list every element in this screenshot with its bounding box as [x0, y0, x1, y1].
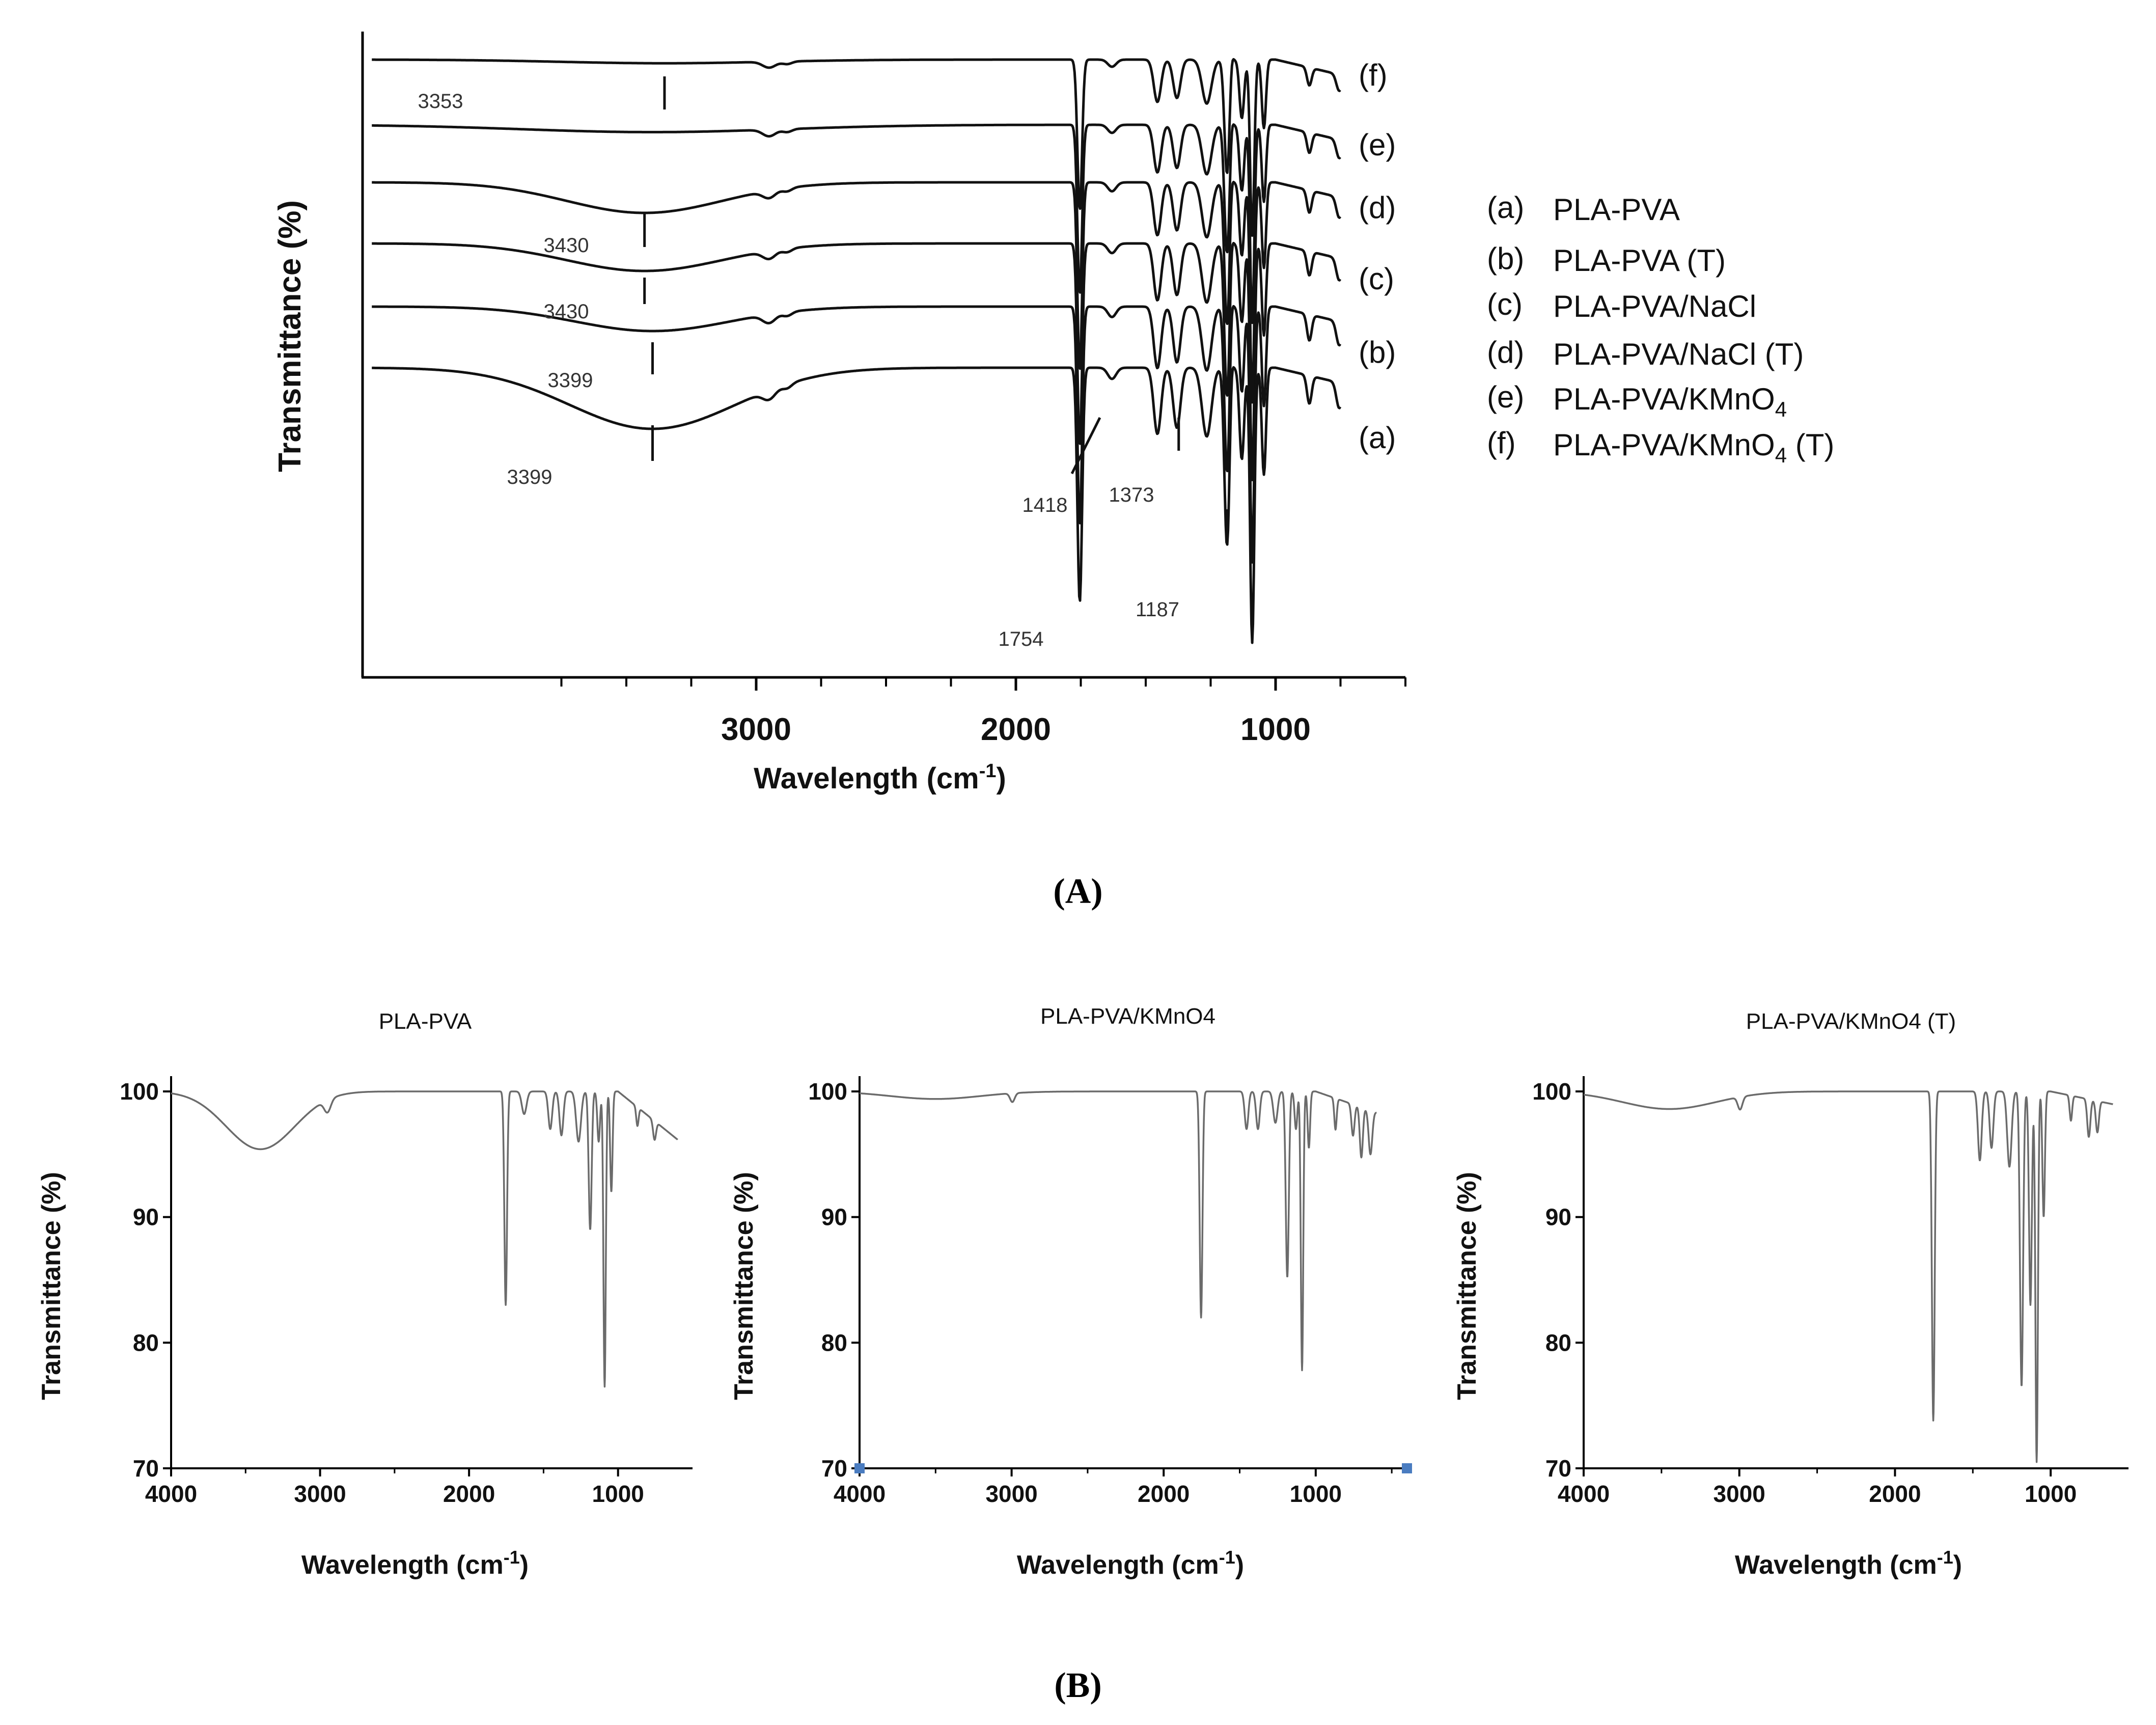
peak-label: 1187	[1136, 598, 1179, 621]
svg-text:PLA-PVA/KMnO4 (T): PLA-PVA/KMnO4 (T)	[1553, 428, 1834, 467]
spectrum-line-a	[371, 366, 1342, 644]
svg-text:PLA-PVA/KMnO4: PLA-PVA/KMnO4	[1553, 382, 1787, 421]
legend-entry-c: (c) PLA-PVA/NaCl	[1487, 287, 1756, 323]
y-axis-label: Transmittance (%)	[729, 1172, 759, 1400]
x-tick-label: 1000	[592, 1481, 644, 1507]
chart-title: PLA-PVA/KMnO4	[1040, 1004, 1215, 1029]
x-tick-label: 2000	[1869, 1481, 1921, 1507]
spectrum-line-d	[371, 180, 1342, 404]
spectrum-line-f	[371, 58, 1341, 237]
legend-entry-d: (d) PLA-PVA/NaCl (T)	[1487, 335, 1804, 371]
legend-entry-f: (f) PLA-PVA/KMnO4 (T)	[1487, 426, 1834, 467]
y-axis-label: Transmittance (%)	[1452, 1172, 1482, 1400]
spectrum-line-e	[371, 123, 1341, 324]
svg-text:(a): (a)	[1487, 190, 1524, 225]
peak-label: 3399	[507, 466, 552, 488]
panel-b-chart-pla-pva: PLA-PVA 70 80 90 100 4000 3000 2000 1000 Transm…	[37, 1009, 693, 1580]
series-tag-d: (d)	[1359, 190, 1396, 225]
svg-text:(d): (d)	[1487, 335, 1524, 369]
peak-label: 1373	[1109, 484, 1154, 506]
panel-a-x-label: Wavelength (cm-1)	[754, 760, 1006, 795]
x-tick-label: 1000	[1290, 1481, 1342, 1507]
panel-b-chart-pla-pva-kmno4-t: PLA-PVA/KMnO4 (T) 70 80 90 100 4000 3000 2000 1…	[1452, 1009, 2129, 1580]
x-tick-label: 4000	[1558, 1481, 1610, 1507]
x-tick-label: 4000	[145, 1481, 197, 1507]
panel-b-label: (B)	[1054, 1666, 1102, 1705]
legend-entry-a: (a) PLA-PVA	[1487, 190, 1680, 227]
x-tick-label: 2000	[443, 1481, 495, 1507]
y-tick-label: 80	[133, 1329, 159, 1356]
spectrum-line-c	[371, 241, 1342, 481]
x-axis-label: Wavelength (cm-1)	[301, 1547, 529, 1580]
y-tick-label: 100	[1532, 1078, 1571, 1105]
x-tick-label: 3000	[985, 1481, 1037, 1507]
peak-label: 3430	[544, 234, 589, 257]
legend-entry-b: (b) PLA-PVA (T)	[1487, 241, 1726, 278]
annotation-leader	[1070, 417, 1101, 475]
svg-text:PLA-PVA/NaCl (T): PLA-PVA/NaCl (T)	[1553, 337, 1804, 371]
peak-label: 3430	[544, 300, 589, 323]
spectrum-line	[859, 1090, 1377, 1372]
x-tick-label: 3000	[294, 1481, 346, 1507]
y-tick-label: 70	[1545, 1455, 1571, 1482]
x-axis-label: Wavelength (cm-1)	[1735, 1547, 1962, 1580]
x-tick-label: 1000	[2025, 1481, 2077, 1507]
y-tick-label: 80	[821, 1329, 847, 1356]
y-tick-label: 100	[808, 1078, 847, 1105]
panel-a-chart: 3000 2000 1000 3399 3399 3430 3430 3353 1754 141…	[272, 32, 1834, 911]
peak-label: 3353	[418, 90, 463, 113]
y-tick-label: 90	[1545, 1204, 1571, 1230]
y-tick-label: 100	[120, 1078, 159, 1105]
chart-title: PLA-PVA	[379, 1009, 472, 1034]
y-tick-label: 80	[1545, 1329, 1571, 1356]
x-tick-label: 2000	[981, 712, 1051, 747]
y-tick-label: 70	[133, 1455, 159, 1482]
svg-text:(f): (f)	[1487, 426, 1516, 460]
spectrum-line	[170, 1090, 678, 1388]
peak-label: 1754	[999, 628, 1044, 650]
y-tick-label: 90	[821, 1204, 847, 1230]
peak-label: 1418	[1022, 494, 1068, 516]
series-tag-e: (e)	[1359, 128, 1396, 162]
series-tag-a: (a)	[1359, 421, 1396, 455]
svg-text:(b): (b)	[1487, 241, 1524, 276]
axis-endpoint-marker	[854, 1463, 865, 1473]
x-axis-label: Wavelength (cm-1)	[1017, 1547, 1244, 1580]
svg-text:PLA-PVA: PLA-PVA	[1553, 193, 1680, 227]
series-tag-f: (f)	[1359, 58, 1388, 92]
axis-endpoint-marker	[1402, 1463, 1412, 1473]
panel-a-label: (A)	[1053, 872, 1102, 911]
spectrum-line	[1583, 1090, 2114, 1463]
panel-a-legend: (a) PLA-PVA (b) PLA-PVA (T) (c) PLA-PVA/…	[1487, 190, 1834, 467]
x-tick-label: 4000	[834, 1481, 886, 1507]
panel-a-y-label: Transmittance (%)	[272, 200, 308, 472]
x-tick-label: 3000	[1713, 1481, 1765, 1507]
x-tick-label: 1000	[1240, 712, 1311, 747]
x-tick-label: 3000	[721, 712, 791, 747]
chart-title: PLA-PVA/KMnO4 (T)	[1746, 1009, 1956, 1034]
peak-label: 3399	[548, 369, 593, 392]
svg-text:(c): (c)	[1487, 287, 1523, 321]
spectrum-line-b	[371, 305, 1342, 564]
series-tag-c: (c)	[1359, 262, 1394, 296]
y-tick-label: 70	[821, 1455, 847, 1482]
svg-text:(e): (e)	[1487, 380, 1524, 414]
x-tick-label: 2000	[1138, 1481, 1190, 1507]
series-tag-b: (b)	[1359, 335, 1396, 369]
legend-entry-e: (e) PLA-PVA/KMnO4	[1487, 380, 1787, 421]
svg-text:PLA-PVA/NaCl: PLA-PVA/NaCl	[1553, 289, 1756, 323]
y-tick-label: 90	[133, 1204, 159, 1230]
svg-text:PLA-PVA (T): PLA-PVA (T)	[1553, 243, 1726, 278]
y-axis-label: Transmittance (%)	[37, 1172, 66, 1400]
